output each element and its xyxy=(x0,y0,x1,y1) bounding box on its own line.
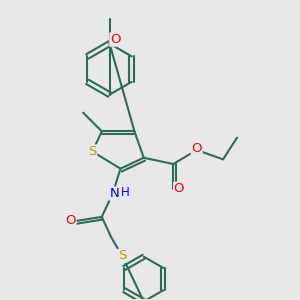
Text: O: O xyxy=(191,142,202,155)
Text: O: O xyxy=(110,33,120,46)
Text: N: N xyxy=(110,187,119,200)
Text: O: O xyxy=(65,214,76,227)
Text: S: S xyxy=(118,249,126,262)
Text: S: S xyxy=(88,145,97,158)
Text: H: H xyxy=(121,186,130,199)
Text: O: O xyxy=(174,182,184,195)
